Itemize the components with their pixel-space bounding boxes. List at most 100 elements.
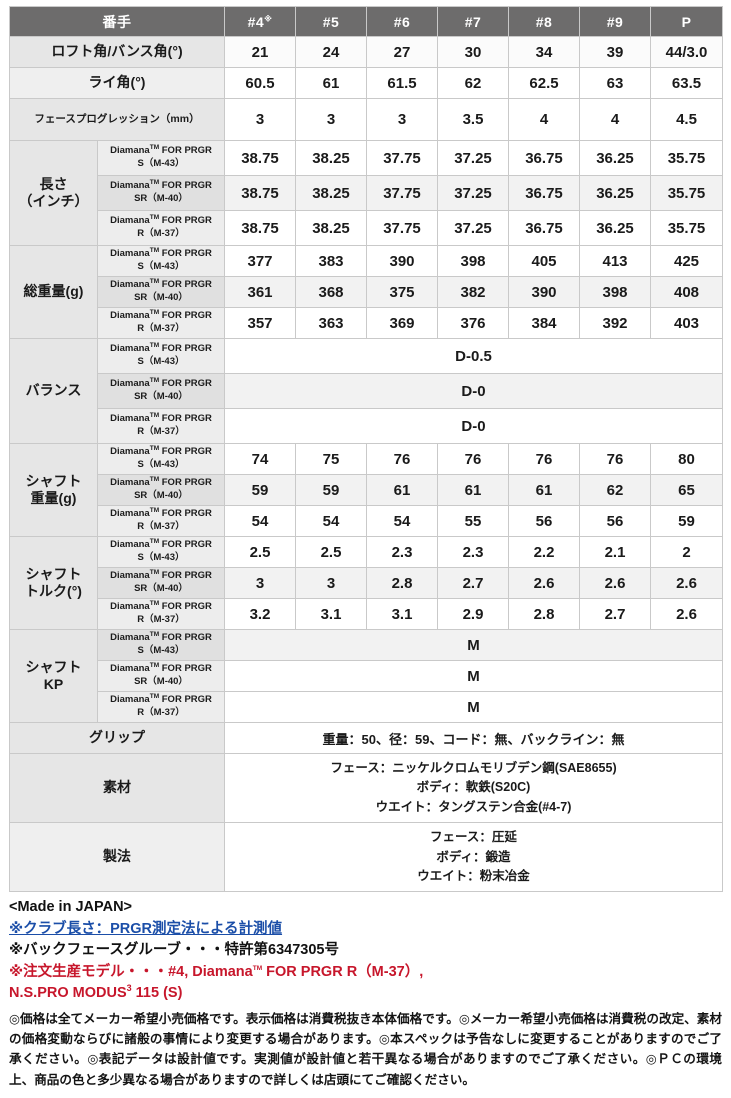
table-row: ロフト角/バンス角(°) 21 24 27 30 34 39 44/3.0: [9, 36, 723, 68]
shaft-suffix: FOR PRGR: [159, 632, 212, 644]
note-custom-order-line2: N.S.PRO MODUS3 115 (S): [9, 983, 722, 1004]
cell-sw-sr-9: 62: [579, 474, 651, 506]
cell-len-s-5: 38.25: [295, 140, 367, 176]
shaft-flex: S（M-43）: [137, 552, 185, 563]
shaft-name-r: DiamanaTM FOR PRGR R（M-37）: [97, 598, 225, 630]
header-club-4: #4※: [224, 6, 296, 37]
header-club-8: #8: [508, 6, 580, 37]
manufacture-line-face: フェース：圧延: [430, 830, 517, 845]
manufacture-line-weight: ウエイト：粉末冶金: [417, 868, 530, 883]
cell-st-r-5: 3.1: [295, 598, 367, 630]
cell-tw-r-4: 357: [224, 307, 296, 339]
cell-st-r-7: 2.9: [437, 598, 509, 630]
group-label-length: 長さ （インチ）: [9, 140, 98, 246]
shaft-name-sr: DiamanaTM FOR PRGR SR（M-40）: [97, 276, 225, 308]
shaft-brand: Diamana: [110, 145, 150, 157]
shaft-flex: SR（M-40）: [134, 193, 188, 204]
shaft-suffix: FOR PRGR: [159, 145, 212, 157]
row-label-manufacture: 製法: [9, 822, 225, 893]
cell-sw-s-5: 75: [295, 443, 367, 475]
cell-st-s-4: 2.5: [224, 536, 296, 568]
shaft-suffix: FOR PRGR: [159, 180, 212, 192]
group-label-shaft-kp-line2: KP: [43, 676, 64, 692]
shaft-flex: R（M-37）: [137, 707, 185, 718]
cell-balance-sr: D-0: [224, 373, 723, 409]
cell-tw-s-9: 413: [579, 245, 651, 277]
shaft-suffix: FOR PRGR: [159, 663, 212, 675]
note-custom-order-line1: ※注文生産モデル・・・#4, DiamanaTM FOR PRGR R（M-37…: [9, 962, 722, 983]
table-row: フェースプログレッション（mm） 3 3 3 3.5 4 4 4.5: [9, 98, 723, 141]
cell-fp-6: 3: [366, 98, 438, 141]
group-label-balance: バランス: [9, 338, 98, 444]
shaft-flex: S（M-43）: [137, 459, 185, 470]
cell-balance-s: D-0.5: [224, 338, 723, 374]
cell-loft-4: 21: [224, 36, 296, 68]
cell-st-sr-p: 2.6: [650, 567, 723, 599]
cell-sw-s-p: 80: [650, 443, 723, 475]
cell-tw-s-4: 377: [224, 245, 296, 277]
cell-st-r-9: 2.7: [579, 598, 651, 630]
cell-tw-s-p: 425: [650, 245, 723, 277]
note-modus-suffix: 115 (S): [131, 985, 183, 1002]
table-row: DiamanaTM FOR PRGR SR（M-40） D-0: [10, 373, 723, 409]
material-line-body: ボディ：軟鉄(S20C): [416, 780, 531, 795]
note-custom-order-suffix: FOR PRGR R（M-37）,: [262, 963, 424, 980]
table-row: シャフト トルク(°) DiamanaTM FOR PRGR S（M-43） 2.…: [9, 536, 723, 630]
trademark-icon: TM: [149, 412, 160, 420]
shaft-suffix: FOR PRGR: [159, 343, 212, 355]
shaft-name-sr: DiamanaTM FOR PRGR SR（M-40）: [97, 660, 225, 692]
row-label-material: 素材: [9, 752, 225, 824]
cell-len-s-p: 35.75: [650, 140, 723, 176]
cell-fp-p: 4.5: [650, 98, 723, 141]
cell-fp-8: 4: [508, 98, 580, 141]
shaft-flex: SR（M-40）: [134, 391, 188, 402]
cell-st-s-7: 2.3: [437, 536, 509, 568]
specification-table: 番手 #4※ #5 #6 #7 #8 #9 P ロフト角/バンス角(°) 21 …: [9, 6, 723, 893]
table-row: DiamanaTM FOR PRGR R（M-37） D-0: [10, 408, 723, 444]
shaft-flex: R（M-37）: [137, 614, 185, 625]
header-club-5: #5: [295, 6, 367, 37]
cell-tw-s-8: 405: [508, 245, 580, 277]
table-row: グリップ 重量：50、径：59、コード：無、バックライン：無: [9, 722, 723, 754]
shaft-suffix: FOR PRGR: [159, 248, 212, 260]
cell-st-s-9: 2.1: [579, 536, 651, 568]
group-label-shaft-torque-line2: トルク(°): [25, 583, 82, 599]
shaft-suffix: FOR PRGR: [159, 310, 212, 322]
table-row: DiamanaTM FOR PRGR SR（M-40） 361 368 375 3…: [10, 276, 723, 308]
cell-tw-sr-6: 375: [366, 276, 438, 308]
cell-tw-s-5: 383: [295, 245, 367, 277]
cell-grip-value: 重量：50、径：59、コード：無、バックライン：無: [224, 722, 723, 754]
trademark-icon: TM: [149, 445, 160, 453]
shaft-name-sr: DiamanaTM FOR PRGR SR（M-40）: [97, 474, 225, 506]
row-label-lie: ライ角(°): [9, 67, 225, 99]
trademark-icon: TM: [149, 569, 160, 577]
cell-lie-7: 62: [437, 67, 509, 99]
cell-tw-sr-p: 408: [650, 276, 723, 308]
cell-tw-r-7: 376: [437, 307, 509, 339]
cell-sw-s-4: 74: [224, 443, 296, 475]
cell-lie-4: 60.5: [224, 67, 296, 99]
table-row: DiamanaTM FOR PRGR SR（M-40） 59 59 61 61 6…: [10, 474, 723, 506]
cell-tw-sr-5: 368: [295, 276, 367, 308]
shaft-name-r: DiamanaTM FOR PRGR R（M-37）: [97, 307, 225, 339]
cell-sw-sr-8: 61: [508, 474, 580, 506]
note-club-length-link[interactable]: ※クラブ長さ：PRGR測定法による計測値: [9, 919, 722, 940]
group-label-total-weight: 総重量(g): [9, 245, 98, 339]
cell-tw-sr-4: 361: [224, 276, 296, 308]
cell-fp-5: 3: [295, 98, 367, 141]
cell-tw-r-9: 392: [579, 307, 651, 339]
cell-sw-s-9: 76: [579, 443, 651, 475]
header-club-9: #9: [579, 6, 651, 37]
table-row: DiamanaTM FOR PRGR R（M-37） 54 54 54 55 56…: [10, 505, 723, 537]
shaft-brand: Diamana: [110, 279, 150, 291]
group-label-shaft-weight-line1: シャフト: [25, 472, 82, 489]
shaft-name-s: DiamanaTM FOR PRGR S（M-43）: [97, 443, 225, 475]
shaft-name-sr: DiamanaTM FOR PRGR SR（M-40）: [97, 567, 225, 599]
cell-sw-sr-6: 61: [366, 474, 438, 506]
cell-tw-r-6: 369: [366, 307, 438, 339]
shaft-brand: Diamana: [110, 343, 150, 355]
row-label-face-progression: フェースプログレッション（mm）: [9, 98, 225, 141]
shaft-suffix: FOR PRGR: [159, 601, 212, 613]
trademark-icon: TM: [149, 247, 160, 255]
cell-tw-s-6: 390: [366, 245, 438, 277]
